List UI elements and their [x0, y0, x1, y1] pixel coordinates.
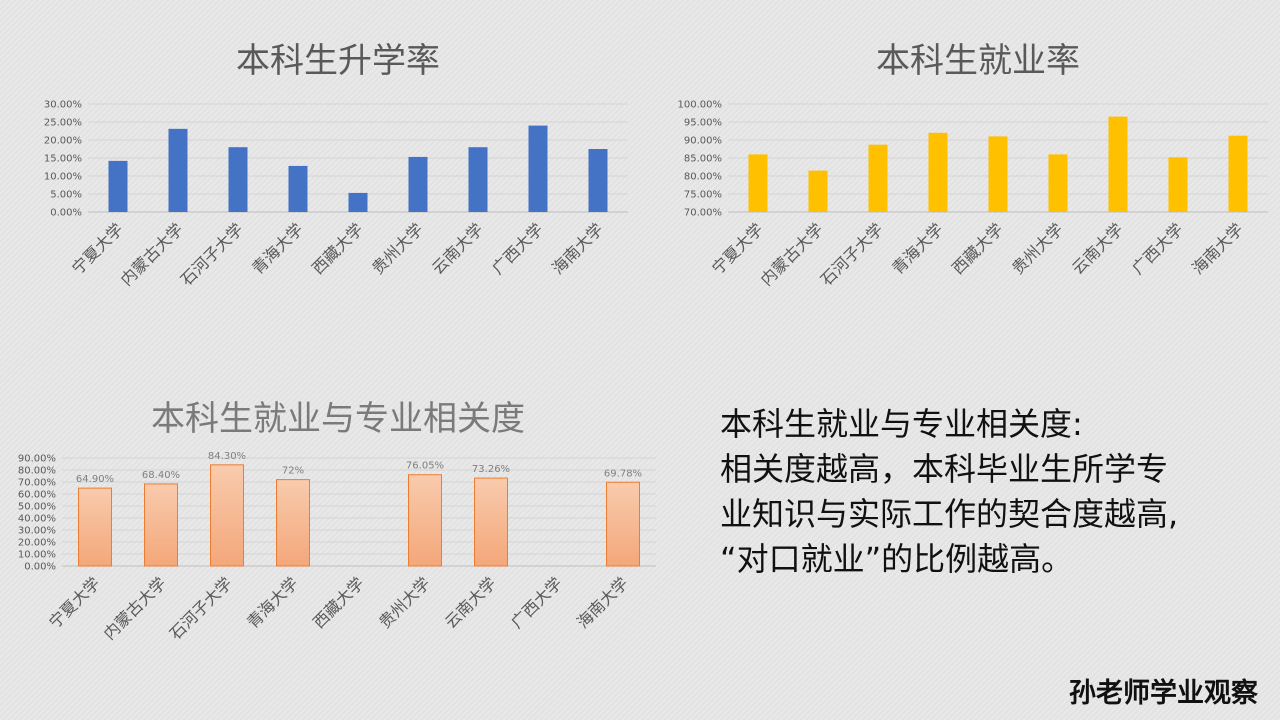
- data-label: 72%: [282, 466, 304, 477]
- y-tick-label: 60.00%: [18, 490, 56, 501]
- chart-major-relevance: 本科生就业与专业相关度 0.00%10.00%20.00%30.00%40.00…: [18, 399, 656, 643]
- x-tick-label: 石河子大学: [166, 573, 236, 643]
- bar: [528, 125, 548, 212]
- chart-title-employment: 本科生就业率: [876, 41, 1080, 81]
- x-tick-label: 海南大学: [573, 573, 632, 632]
- chart-employment-rate: 本科生就业率 70.00% 75.00% 80.00% 85.00% 90.00% 95.…: [678, 41, 1268, 289]
- x-tick-label: 青海大学: [248, 219, 307, 278]
- y-tick-label: 90.00%: [684, 136, 722, 147]
- x-tick-label: 云南大学: [441, 573, 500, 632]
- x-tick-label: 海南大学: [1188, 219, 1247, 278]
- data-label: 84.30%: [208, 451, 246, 462]
- x-tick-label: 内蒙古大学: [757, 219, 827, 289]
- bar: [1168, 157, 1188, 212]
- x-tick-label: 西藏大学: [948, 219, 1007, 278]
- x-tick-label: 西藏大学: [309, 573, 368, 632]
- note-line: “对口就业”的比例越高。: [720, 540, 1074, 578]
- y-tick-label: 15.00%: [44, 154, 82, 165]
- bar: [1048, 154, 1068, 212]
- x-tick-label: 贵州大学: [1008, 219, 1067, 278]
- bar: [348, 192, 368, 212]
- y-tick-label: 30.00%: [18, 526, 56, 537]
- y-tick-label: 90.00%: [18, 454, 56, 465]
- data-label: 76.05%: [406, 461, 444, 472]
- x-tick-label: 石河子大学: [817, 219, 887, 289]
- brand-watermark: 孙老师学业观察: [1069, 678, 1258, 709]
- y-tick-label: 75.00%: [684, 190, 722, 201]
- x-tick-label: 广西大学: [488, 219, 547, 278]
- bar: [1228, 135, 1248, 212]
- y-tick-label: 70.00%: [684, 208, 722, 219]
- y-tick-label: 10.00%: [44, 172, 82, 183]
- plot-area: 70.00% 75.00% 80.00% 85.00% 90.00% 95.00% 100.…: [678, 100, 1268, 289]
- bar: [78, 487, 112, 567]
- bar: [168, 128, 188, 212]
- bar: [468, 147, 488, 212]
- plot-area: 0.00%10.00%20.00%30.00%40.00%50.00%60.00…: [18, 451, 656, 643]
- x-tick-label: 石河子大学: [177, 219, 247, 289]
- x-tick-label: 青海大学: [243, 573, 302, 632]
- y-tick-label: 40.00%: [18, 514, 56, 525]
- bar: [474, 477, 508, 567]
- y-tick-label: 20.00%: [18, 538, 56, 549]
- note-line: 相关度越高，本科毕业生所学专: [720, 450, 1169, 488]
- x-tick-label: 青海大学: [888, 219, 947, 278]
- x-tick-label: 宁夏大学: [708, 219, 767, 278]
- y-tick-label: 50.00%: [18, 502, 56, 513]
- note-line: 本科生就业与专业相关度:: [720, 405, 1083, 443]
- bar: [808, 170, 828, 212]
- chart-title-further-study: 本科生升学率: [236, 41, 440, 81]
- bar: [588, 149, 608, 212]
- x-tick-label: 贵州大学: [375, 573, 434, 632]
- bar: [748, 154, 768, 212]
- data-label: 69.78%: [604, 468, 642, 479]
- bar: [1108, 116, 1128, 212]
- bar: [606, 481, 640, 567]
- x-tick-label: 内蒙古大学: [100, 573, 170, 643]
- y-tick-label: 100.00%: [678, 100, 723, 111]
- bar: [288, 165, 308, 212]
- y-tick-label: 20.00%: [44, 136, 82, 147]
- y-tick-label: 80.00%: [684, 172, 722, 183]
- y-tick-label: 5.00%: [50, 190, 82, 201]
- x-tick-label: 宁夏大学: [45, 573, 104, 632]
- bar: [108, 160, 128, 212]
- plot-area: 0.00% 5.00% 10.00% 15.00% 20.00% 25.00% 30.00%…: [44, 100, 628, 289]
- bar: [276, 479, 310, 567]
- x-tick-label: 西藏大学: [308, 219, 367, 278]
- y-tick-label: 25.00%: [44, 118, 82, 129]
- x-tick-label: 广西大学: [1128, 219, 1187, 278]
- bar: [228, 147, 248, 212]
- y-tick-label: 0.00%: [50, 208, 82, 219]
- bar: [928, 132, 948, 212]
- bar: [144, 483, 178, 567]
- chart-further-study-rate: 本科生升学率 0.00% 5.00% 10.00% 15.00% 20.00% 25.00…: [44, 41, 628, 289]
- x-tick-label: 云南大学: [428, 219, 487, 278]
- x-tick-label: 广西大学: [507, 573, 566, 632]
- data-label: 73.26%: [472, 464, 510, 475]
- bar: [988, 136, 1008, 212]
- x-tick-label: 贵州大学: [368, 219, 427, 278]
- y-tick-label: 80.00%: [18, 466, 56, 477]
- explanation-text: 本科生就业与专业相关度: 相关度越高，本科毕业生所学专 业知识与实际工作的契合度…: [720, 402, 1280, 582]
- y-tick-label: 30.00%: [44, 100, 82, 111]
- bar: [408, 156, 428, 212]
- y-tick-label: 85.00%: [684, 154, 722, 165]
- x-tick-label: 内蒙古大学: [117, 219, 187, 289]
- data-label: 64.90%: [76, 474, 114, 485]
- data-label: 68.40%: [142, 470, 180, 481]
- y-tick-label: 95.00%: [684, 118, 722, 129]
- x-tick-label: 海南大学: [548, 219, 607, 278]
- chart-title-relevance: 本科生就业与专业相关度: [151, 399, 525, 439]
- x-tick-label: 云南大学: [1068, 219, 1127, 278]
- x-tick-label: 宁夏大学: [68, 219, 127, 278]
- note-line: 业知识与实际工作的契合度越高,: [720, 495, 1179, 533]
- bar: [408, 474, 442, 567]
- y-tick-label: 10.00%: [18, 550, 56, 561]
- bar: [210, 464, 244, 567]
- bar: [868, 144, 888, 212]
- y-tick-label: 70.00%: [18, 478, 56, 489]
- y-tick-label: 0.00%: [24, 562, 56, 573]
